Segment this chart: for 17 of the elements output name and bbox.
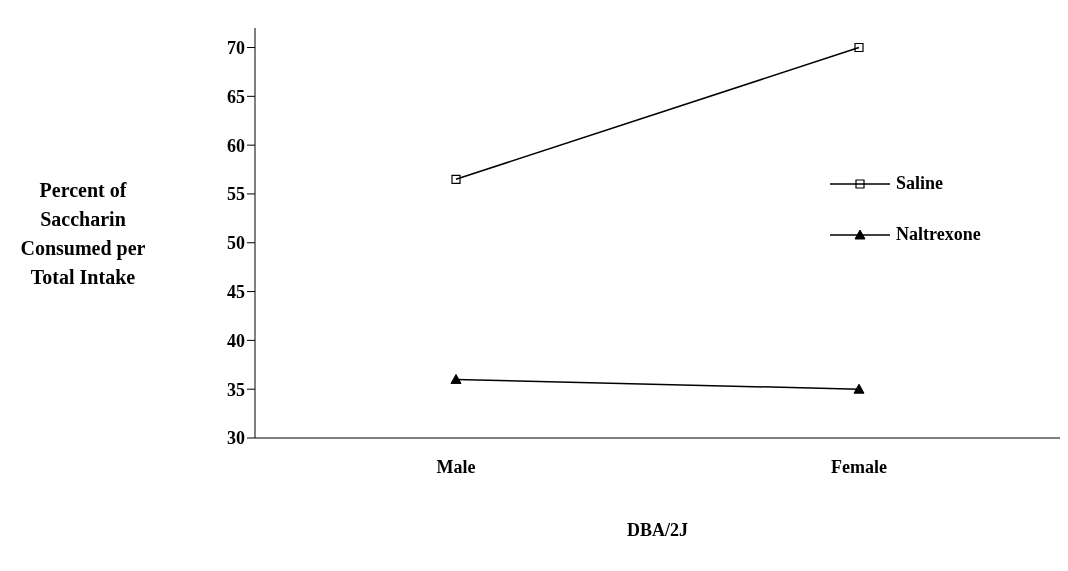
- legend-label: Saline: [896, 173, 944, 194]
- legend-label: Naltrexone: [896, 224, 981, 245]
- y-tick-label: 35: [227, 379, 245, 400]
- y-tick-label: 45: [227, 281, 245, 302]
- y-tick-label: 40: [227, 330, 245, 351]
- y-tick-label: 50: [227, 233, 245, 254]
- y-tick-label: 60: [227, 135, 245, 156]
- y-tick-label: 55: [227, 184, 245, 205]
- y-tick-label: 30: [227, 428, 245, 449]
- y-tick-label: 70: [227, 37, 245, 58]
- x-tick-label: Male: [436, 456, 476, 477]
- point: [854, 42, 864, 53]
- x-tick-label: Female: [831, 456, 887, 477]
- y-axis-title: Percent of Saccharin Consumed per Total Intake: [19, 178, 147, 290]
- y-tick-label: 65: [227, 86, 245, 107]
- point: [451, 174, 461, 184]
- x-axis-title: DBA/2J: [626, 520, 689, 541]
